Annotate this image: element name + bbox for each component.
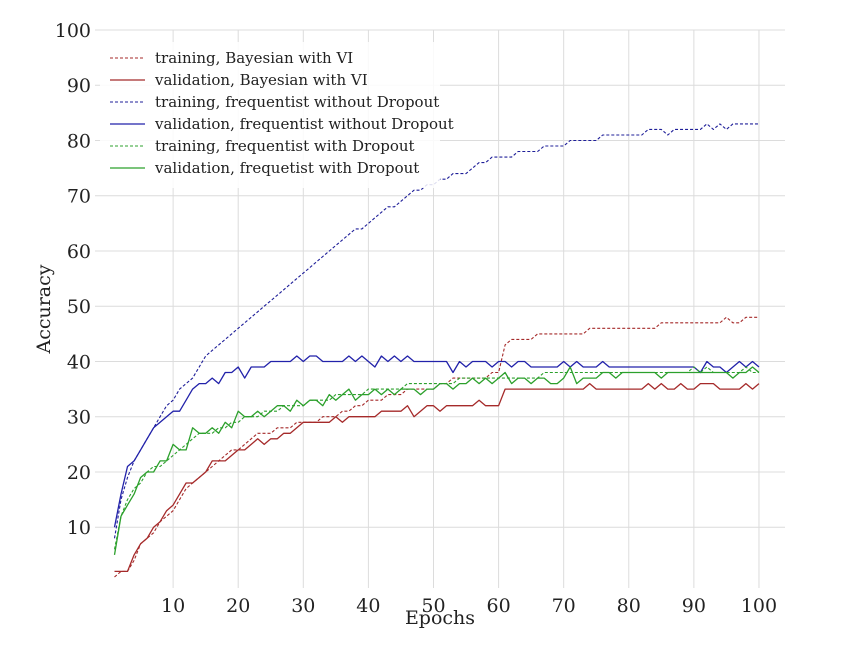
legend-entry-1: validation, Bayesian with VI	[154, 71, 368, 89]
x-tick-label: 80	[617, 595, 641, 617]
legend-entry-4: training, frequentist with Dropout	[155, 137, 415, 155]
y-tick-label: 60	[67, 241, 91, 263]
y-tick-label: 40	[67, 351, 91, 373]
x-tick-label: 100	[741, 595, 777, 617]
x-axis-label: Epochs	[405, 607, 475, 629]
x-tick-label: 30	[291, 595, 315, 617]
y-tick-label: 70	[67, 186, 91, 208]
x-tick-label: 40	[356, 595, 380, 617]
y-tick-label: 90	[67, 75, 91, 97]
x-tick-label: 90	[682, 595, 706, 617]
series-line-1	[114, 382, 760, 573]
x-tick-label: 60	[486, 595, 510, 617]
series-line-3	[113, 355, 760, 528]
y-tick-label: 80	[67, 130, 91, 152]
y-axis-label: Accuracy	[33, 264, 55, 354]
legend-entry-0: training, Bayesian with VI	[155, 49, 353, 67]
x-tick-label: 50	[421, 595, 445, 617]
y-tick-label: 50	[67, 296, 91, 318]
legend-entry-2: training, frequentist without Dropout	[155, 93, 439, 111]
series-line-2	[113, 123, 759, 539]
series-line-5	[113, 366, 760, 556]
legend-entry-5: validation, frequetist with Dropout	[154, 159, 419, 177]
x-tick-label: 10	[161, 595, 185, 617]
tick-labels: 10 20 30 40 50 60 70 80 90 100 10 20 30 40 50 60 70 80 90 1…	[55, 20, 777, 617]
series-layer	[113, 123, 760, 578]
legend-entry-3: validation, frequentist without Dropout	[154, 115, 454, 133]
x-tick-label: 70	[552, 595, 576, 617]
legend-box	[100, 42, 440, 188]
y-tick-label: 20	[67, 462, 91, 484]
x-tick-label: 20	[226, 595, 250, 617]
y-tick-label: 100	[55, 20, 91, 42]
legend: training, Bayesian with VI validation, Ba…	[100, 42, 454, 188]
y-tick-label: 30	[67, 407, 91, 429]
y-tick-label: 10	[67, 517, 91, 539]
